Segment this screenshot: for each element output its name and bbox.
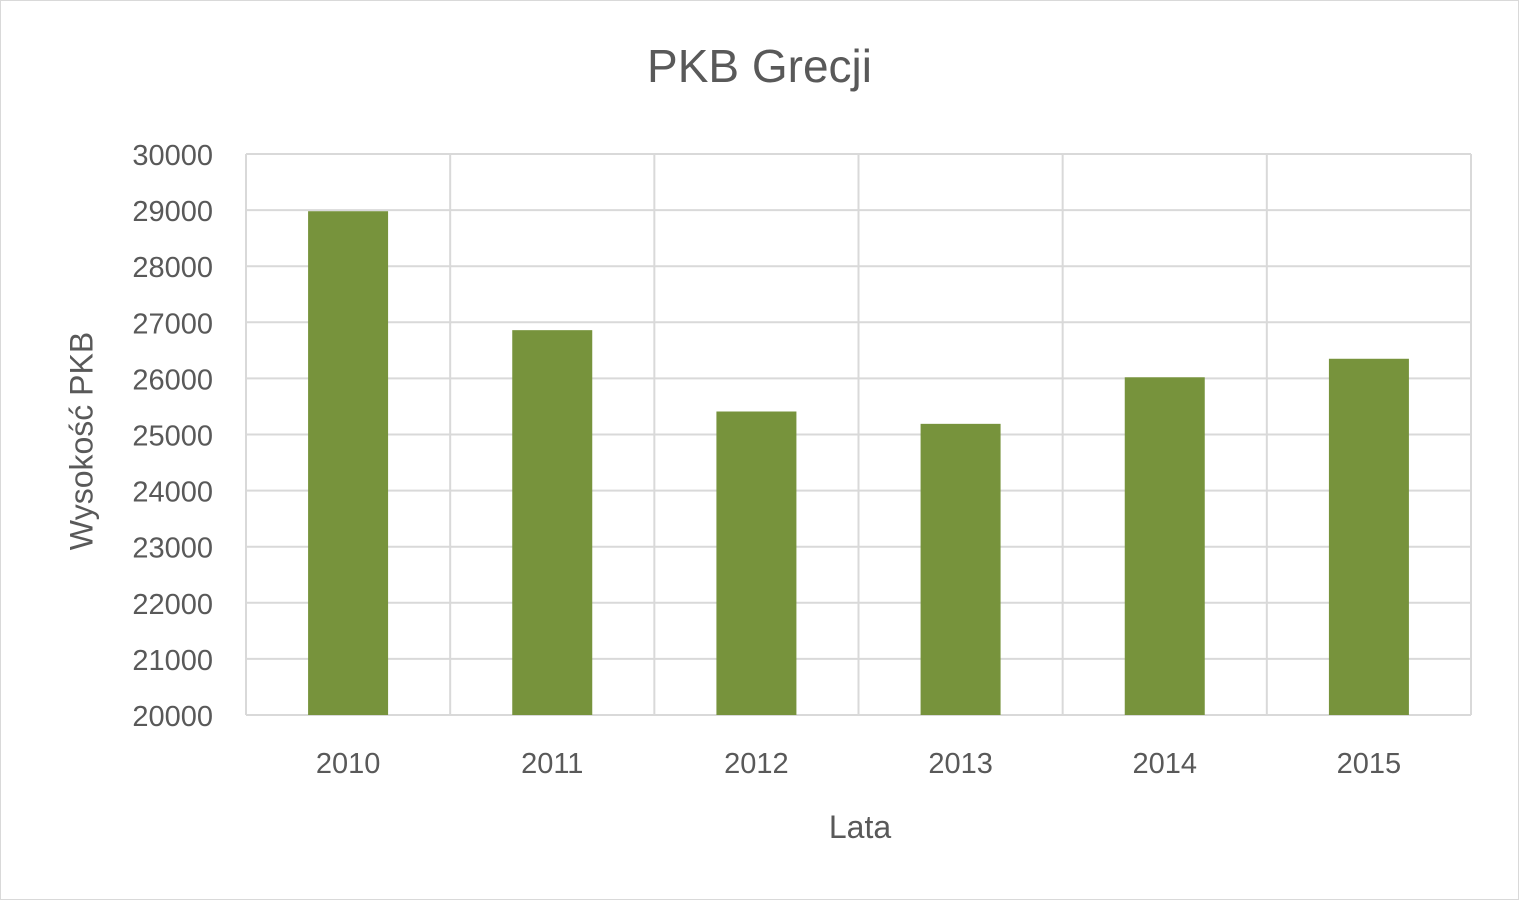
bar: [1328, 358, 1409, 715]
y-tick-label: 26000: [132, 364, 213, 396]
bar: [512, 330, 593, 715]
y-tick-label: 25000: [132, 421, 213, 453]
y-tick-label: 27000: [132, 308, 213, 340]
x-tick-label: 2010: [316, 748, 381, 780]
bar: [308, 211, 389, 716]
chart-title: PKB Grecji: [647, 40, 872, 92]
y-tick-label: 29000: [132, 196, 213, 228]
y-tick-label: 28000: [132, 252, 213, 284]
x-axis-label: Lata: [828, 809, 892, 845]
y-tick-label: 21000: [132, 645, 213, 677]
bar: [1124, 377, 1205, 715]
y-tick-label: 23000: [132, 533, 213, 565]
bar: [716, 411, 797, 715]
x-tick-label: 2015: [1337, 748, 1402, 780]
y-tick-label: 22000: [132, 589, 213, 621]
y-tick-label: 20000: [132, 701, 213, 733]
x-tick-label: 2014: [1132, 748, 1197, 780]
x-tick-label: 2013: [928, 748, 993, 780]
x-tick-label: 2011: [521, 748, 583, 780]
x-tick-label: 2012: [724, 748, 789, 780]
bar: [920, 423, 1001, 715]
y-tick-label: 24000: [132, 477, 213, 509]
y-tick-label: 30000: [132, 140, 213, 172]
